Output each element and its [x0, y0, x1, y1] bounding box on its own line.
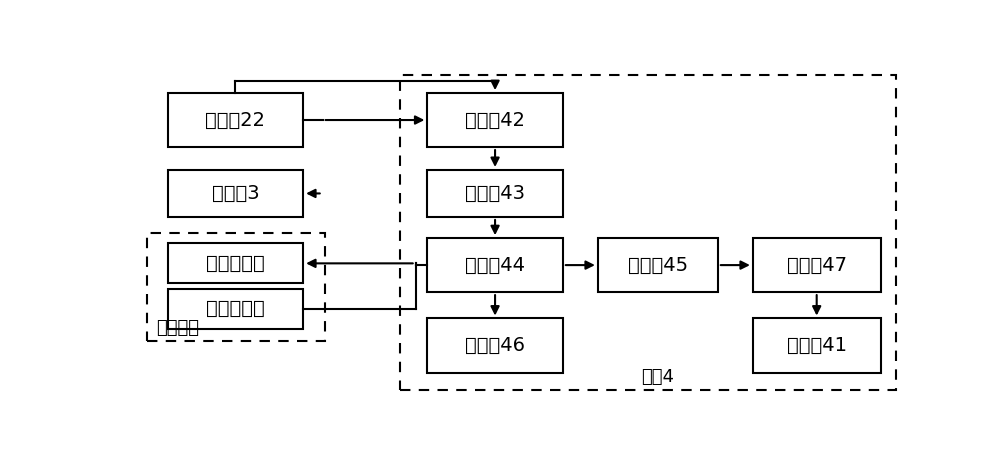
Text: 控制模42: 控制模42: [465, 110, 525, 129]
Text: 温度传感器: 温度传感器: [206, 299, 265, 318]
Text: 获取模43: 获取模43: [465, 184, 525, 203]
Text: 驱动利3: 驱动利3: [212, 184, 259, 203]
Text: 提醒模46: 提醒模46: [465, 336, 525, 355]
Bar: [753, 318, 881, 373]
Text: 识别模44: 识别模44: [465, 256, 525, 275]
Text: 存储模45: 存储模45: [628, 256, 688, 275]
Bar: [427, 170, 563, 217]
Text: 显示屏41: 显示屏41: [787, 336, 847, 355]
Bar: [168, 289, 303, 329]
Bar: [168, 170, 303, 217]
Text: 加热装置: 加热装置: [156, 319, 199, 337]
Bar: [598, 238, 718, 292]
Bar: [753, 238, 881, 292]
Text: 机笱4: 机笱4: [642, 368, 675, 386]
Text: 摄像头22: 摄像头22: [205, 110, 265, 129]
Bar: [427, 238, 563, 292]
Bar: [168, 243, 303, 283]
Bar: [147, 233, 325, 341]
Bar: [168, 93, 303, 147]
Text: 热风鼓风机: 热风鼓风机: [206, 254, 265, 273]
Bar: [427, 93, 563, 147]
Bar: [400, 75, 896, 390]
Bar: [427, 318, 563, 373]
Text: 计算模47: 计算模47: [787, 256, 847, 275]
